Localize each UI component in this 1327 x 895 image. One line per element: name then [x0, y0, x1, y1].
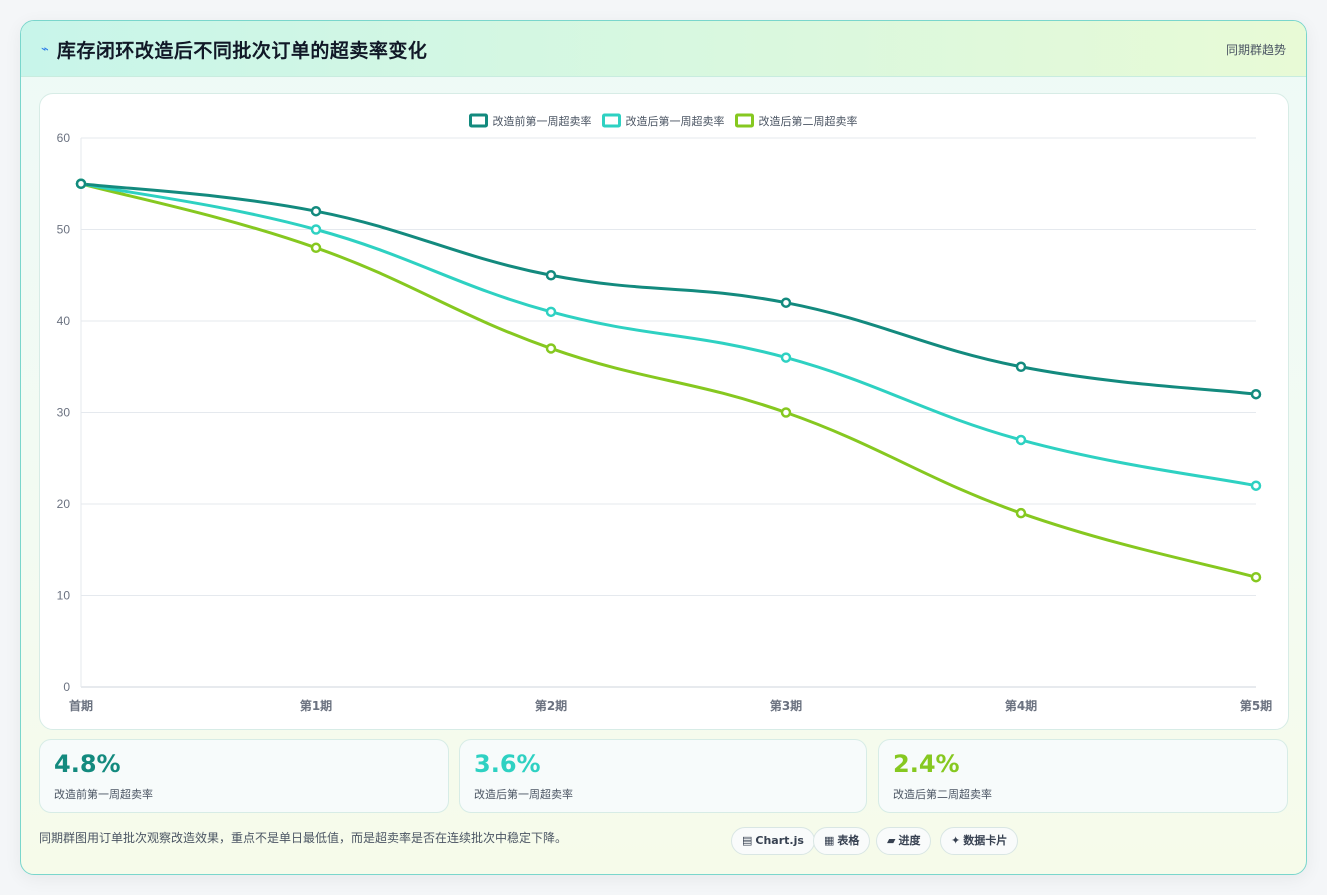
data-point [1015, 361, 1027, 372]
stat-label: 改造后第一周超卖率 [474, 788, 573, 801]
title-wrap: ⌁ 库存闭环改造后不同批次订单的超卖率变化 [41, 36, 427, 63]
x-tick-label: 第3期 [770, 698, 802, 713]
y-tick-label: 0 [63, 680, 70, 694]
data-card-pill-button[interactable]: ✦ 数据卡片 [940, 827, 1019, 855]
series-line [79, 182, 1258, 488]
legend-swatch [469, 113, 488, 128]
y-tick-label: 50 [57, 223, 71, 237]
data-point [1250, 480, 1262, 491]
data-point [1250, 388, 1262, 400]
x-tick-label: 第4期 [1005, 698, 1037, 713]
header-tag: 同期群趋势 [1225, 43, 1286, 57]
pill-label: 数据卡片 [963, 834, 1008, 847]
card-header: ⌁ 库存闭环改造后不同批次订单的超卖率变化 同期群趋势 [21, 21, 1306, 77]
legend-label: 改造后第一周超卖率 [626, 114, 725, 128]
chartjs-pill-button[interactable]: ▤ Chart.js [731, 827, 815, 855]
x-tick-label: 第2期 [535, 698, 567, 713]
y-tick-label: 30 [57, 406, 71, 420]
stat-value: 3.6% [474, 750, 541, 778]
footnote: 同期群图用订单批次观察改造效果，重点不是单日最低值，而是超卖率是否在连续批次中稳… [39, 831, 568, 845]
stat-value: 4.8% [54, 750, 121, 778]
y-tick-label: 60 [57, 131, 71, 145]
table-icon: ▦ [824, 834, 835, 847]
legend-label: 改造前第一周超卖率 [493, 114, 592, 128]
progress-icon: ▰ [887, 834, 896, 847]
chart-icon: ▤ [742, 834, 753, 847]
page-title: 库存闭环改造后不同批次订单的超卖率变化 [56, 40, 428, 62]
stat-card-after-week1: 3.6% 改造后第一周超卖率 [459, 739, 867, 813]
series-line [79, 182, 1258, 579]
legend-swatch [735, 113, 754, 128]
progress-pill-button[interactable]: ▰ 进度 [876, 827, 932, 855]
x-tick-label: 第1期 [300, 698, 332, 713]
pill-label: 表格 [837, 834, 860, 847]
sparkle-icon: ✦ [951, 834, 961, 847]
x-tick-label: 第5期 [1240, 698, 1272, 713]
lightning-icon: ⌁ [41, 42, 49, 57]
data-point [780, 407, 792, 418]
data-point [1250, 571, 1262, 583]
data-point [780, 297, 792, 308]
data-point [1015, 507, 1027, 519]
legend-label: 改造后第二周超卖率 [759, 114, 858, 128]
stat-label: 改造前第一周超卖率 [54, 788, 153, 801]
data-point [310, 205, 322, 217]
stat-value: 2.4% [893, 750, 960, 778]
chart-card: ⌁ 库存闭环改造后不同批次订单的超卖率变化 同期群趋势 0 10 20 30 40 50 6… [20, 20, 1307, 875]
data-point [780, 352, 792, 363]
stat-card-before-week1: 4.8% 改造前第一周超卖率 [39, 739, 449, 813]
series-line [79, 182, 1258, 396]
y-tick-label: 40 [57, 314, 71, 328]
table-pill-button[interactable]: ▦ 表格 [813, 827, 871, 855]
data-point [75, 178, 87, 189]
y-tick-label: 20 [57, 497, 71, 511]
data-point [545, 270, 557, 281]
legend-swatch [602, 113, 621, 128]
stat-label: 改造后第二周超卖率 [893, 788, 992, 801]
x-tick-label: 首期 [69, 698, 93, 713]
data-point [545, 306, 557, 318]
stat-card-after-week2: 2.4% 改造后第二周超卖率 [878, 739, 1288, 813]
y-tick-label: 10 [57, 589, 71, 603]
line-chart: 0 10 20 30 40 50 60 首期 第1期 第2期 第3期 第4期 第5期 改造前第一周超卖率 改… [57, 113, 1272, 713]
data-point [310, 224, 322, 235]
data-point [1015, 434, 1027, 446]
data-point [545, 343, 557, 354]
data-point [310, 242, 322, 254]
pill-label: 进度 [898, 834, 921, 847]
pill-label: Chart.js [755, 834, 804, 847]
chart-panel: 0 10 20 30 40 50 60 首期 第1期 第2期 第3期 第4期 第5期 改造前第一周超卖率 改… [39, 93, 1289, 730]
